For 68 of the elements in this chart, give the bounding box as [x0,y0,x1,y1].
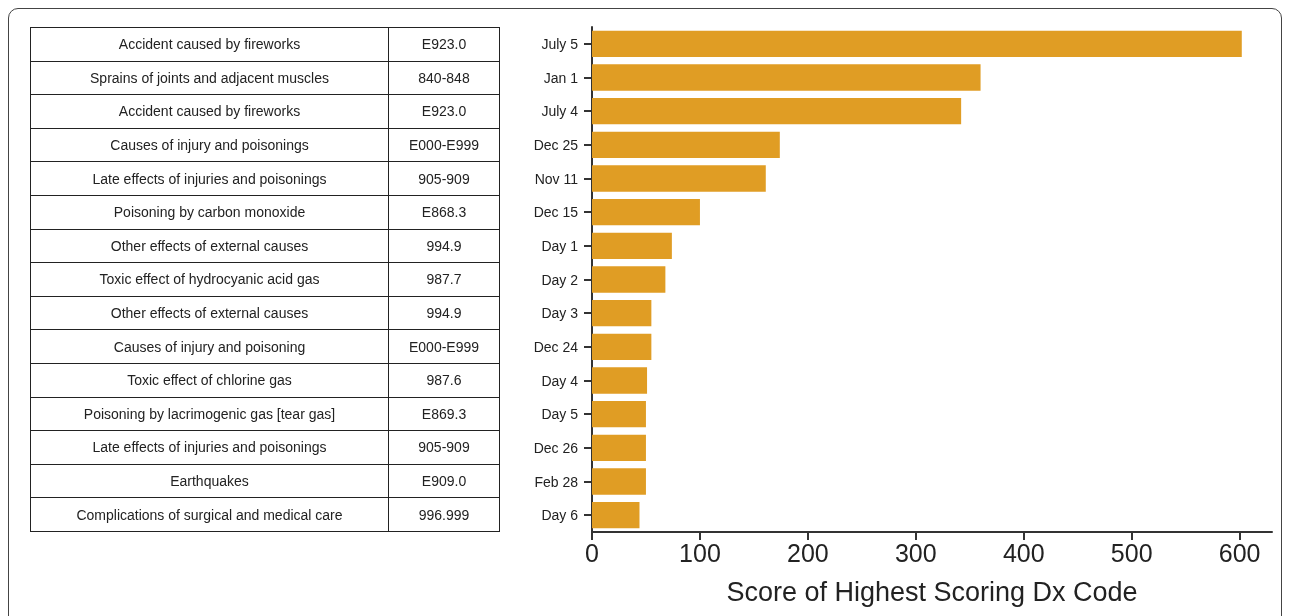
text: Late effects of injuries and poisonings [30,161,389,196]
bar [592,401,646,428]
bar [592,165,766,192]
y-tick-label: Day 5 [541,406,579,423]
bar [592,98,962,125]
y-tick-label: Day 6 [541,507,579,524]
text: Toxic effect of hydrocyanic acid gas [30,262,389,297]
text: Other effects of external causes [30,229,389,263]
text: E000-E999 [388,128,500,162]
bar [592,468,646,495]
y-tick-label: July 5 [541,35,579,52]
text: Toxic effect of chlorine gas [30,363,389,398]
text: 994.9 [388,229,500,263]
bar [592,333,652,360]
y-tick-label: Nov 11 [534,170,579,187]
y-tick-label: Day 2 [541,271,579,288]
text: 987.6 [388,363,500,398]
x-tick-label: 600 [1218,538,1261,567]
text: Complications of surgical and medical care [30,497,389,532]
bar [592,64,981,91]
x-tick-label: 0 [585,538,599,567]
x-tick-label: 400 [1002,538,1045,567]
y-tick-label: Day 4 [541,372,579,389]
y-tick-label: Dec 26 [533,439,579,456]
text: Poisoning by carbon monoxide [30,195,389,230]
x-axis-title: Score of Highest Scoring Dx Code [726,576,1138,607]
y-tick-label: Day 1 [541,237,579,254]
y-tick-label: Day 3 [541,305,579,322]
text: Earthquakes [30,464,389,498]
text: Accident caused by fireworks [30,94,389,129]
y-tick-label: Jan 1 [543,69,579,86]
x-tick-label: 100 [679,538,721,567]
bar [592,434,646,461]
bar [592,30,1242,57]
text: Sprains of joints and adjacent muscles [30,61,389,95]
text: Poisoning by lacrimogenic gas [tear gas] [30,397,389,431]
y-tick-label: Dec 25 [533,136,579,153]
y-tick-label: July 4 [541,103,579,120]
text: Late effects of injuries and poisonings [30,430,389,465]
text: 840-848 [388,61,500,95]
x-tick-label: 300 [894,538,937,567]
text: Causes of injury and poisoning [30,329,389,364]
text: 987.7 [388,262,500,297]
text: E909.0 [388,464,500,498]
text: Other effects of external causes [30,296,389,330]
text: E000-E999 [388,329,500,364]
x-tick-label: 200 [787,538,829,567]
bar [592,502,640,529]
text: E869.3 [388,397,500,431]
text: 994.9 [388,296,500,330]
x-tick-label: 500 [1110,538,1153,567]
bar [592,199,700,226]
bar [592,367,648,394]
text: 996.999 [388,497,500,532]
text: Causes of injury and poisonings [30,128,389,162]
text: 905-909 [388,161,500,196]
y-tick-label: Dec 24 [533,338,579,355]
y-tick-label: Dec 15 [533,204,579,221]
bar [592,300,652,327]
text: Accident caused by fireworks [30,27,389,62]
text: 905-909 [388,430,500,465]
bar [592,266,666,293]
bar [592,232,672,259]
y-tick-label: Feb 28 [534,473,579,490]
text: E923.0 [388,27,500,62]
bar [592,131,780,158]
text: E923.0 [388,94,500,129]
text: E868.3 [388,195,500,230]
